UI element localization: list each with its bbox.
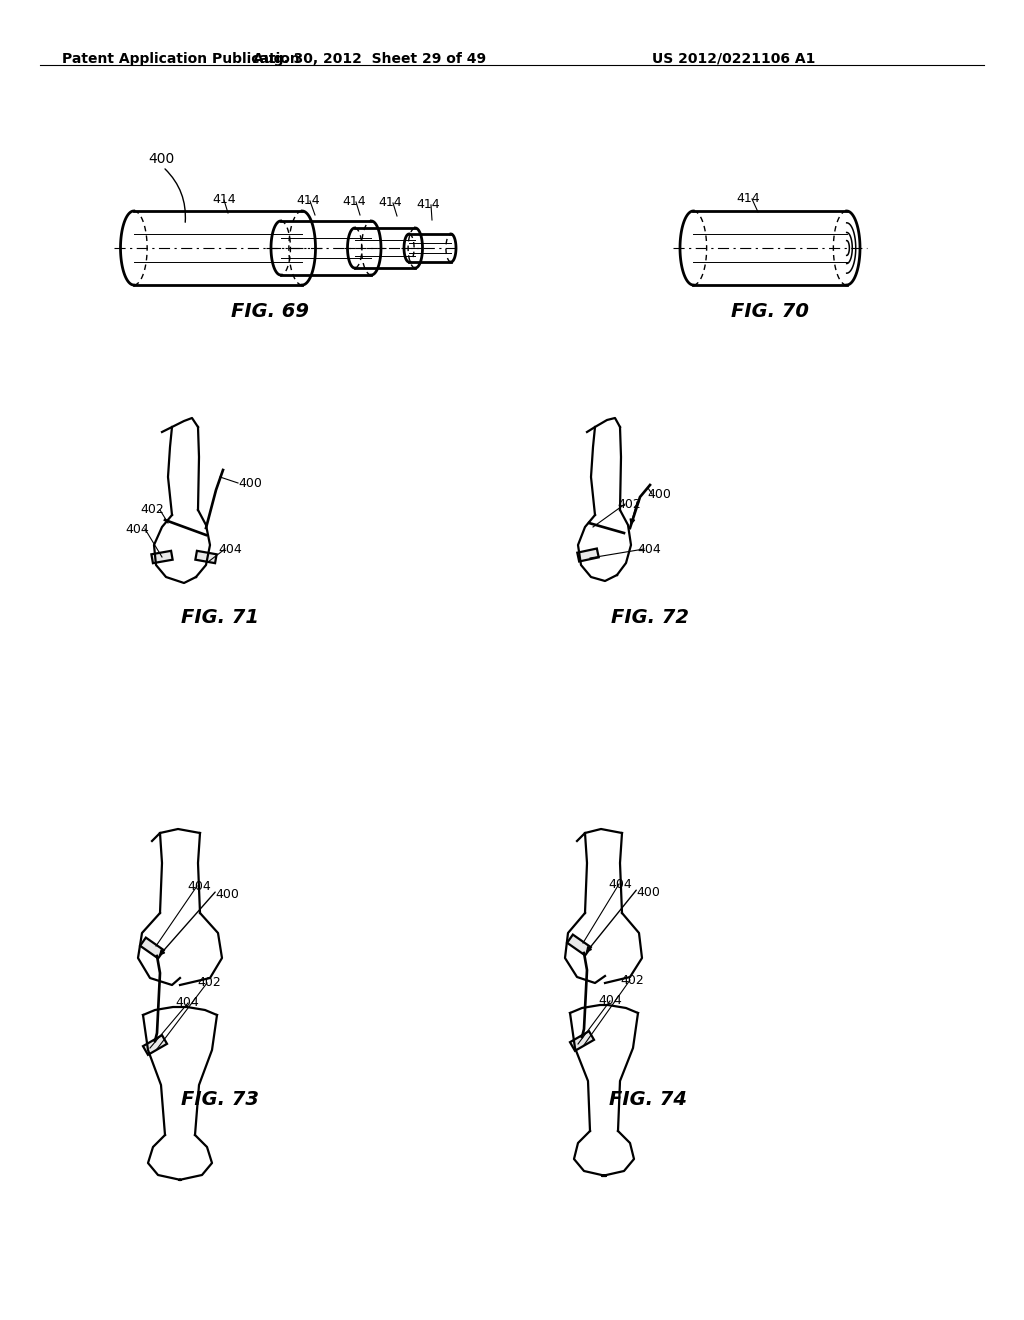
Polygon shape [196,550,217,564]
Text: 414: 414 [342,195,366,209]
Text: 402: 402 [140,503,164,516]
Text: FIG. 74: FIG. 74 [609,1090,687,1109]
Text: 402: 402 [617,498,641,511]
Text: Aug. 30, 2012  Sheet 29 of 49: Aug. 30, 2012 Sheet 29 of 49 [253,51,486,66]
Text: 404: 404 [125,523,148,536]
Text: 404: 404 [637,543,660,556]
Text: 400: 400 [215,888,239,902]
Text: FIG. 69: FIG. 69 [231,302,309,321]
Text: 404: 404 [218,543,242,556]
Text: Patent Application Publication: Patent Application Publication [62,51,300,66]
Text: 414: 414 [736,191,760,205]
Text: 414: 414 [416,198,440,211]
Text: 404: 404 [608,878,632,891]
Text: FIG. 72: FIG. 72 [611,609,689,627]
Text: FIG. 73: FIG. 73 [181,1090,259,1109]
Text: US 2012/0221106 A1: US 2012/0221106 A1 [652,51,815,66]
Polygon shape [140,937,164,958]
Text: 404: 404 [187,880,211,894]
Text: 400: 400 [636,886,659,899]
Text: 414: 414 [296,194,319,207]
Polygon shape [143,1035,167,1055]
Text: FIG. 70: FIG. 70 [731,302,809,321]
Text: 400: 400 [647,488,671,502]
Text: 400: 400 [148,152,174,166]
Text: 414: 414 [378,195,401,209]
Text: 404: 404 [175,997,199,1008]
Polygon shape [567,935,591,956]
Text: FIG. 71: FIG. 71 [181,609,259,627]
Polygon shape [152,550,173,564]
Text: 414: 414 [212,193,236,206]
Polygon shape [578,549,599,561]
Text: 404: 404 [598,994,622,1007]
Text: 402: 402 [197,975,221,989]
Polygon shape [570,1031,594,1051]
Text: 400: 400 [238,477,262,490]
Text: 402: 402 [620,974,644,987]
